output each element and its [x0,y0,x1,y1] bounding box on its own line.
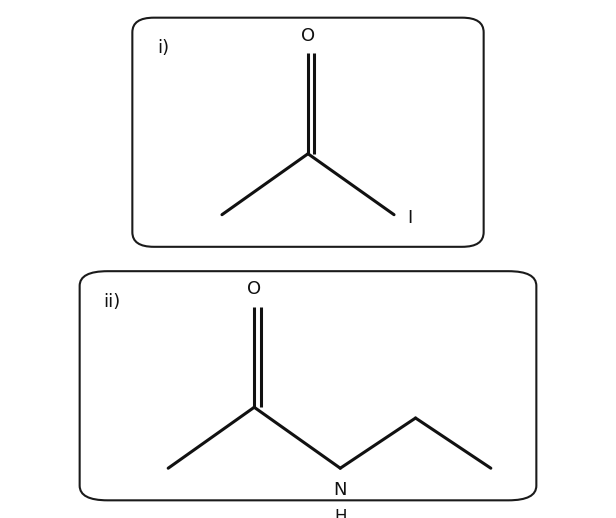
Text: O: O [247,280,261,298]
Text: O: O [301,27,315,45]
Text: I: I [407,209,412,227]
Text: N: N [333,481,347,499]
Text: H: H [334,508,347,518]
Text: i): i) [158,39,169,57]
Text: ii): ii) [103,293,121,311]
